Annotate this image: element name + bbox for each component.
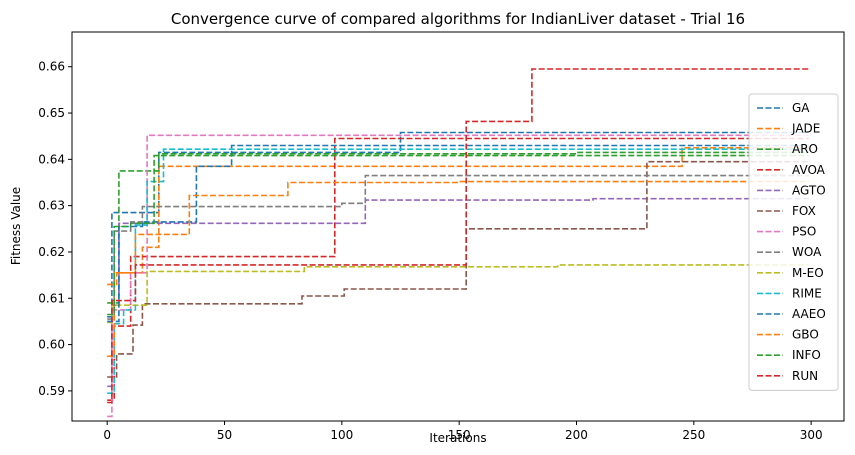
chart-title: Convergence curve of compared algorithms… <box>171 10 745 28</box>
legend-label: RUN <box>792 369 818 383</box>
legend-label: INFO <box>792 348 821 362</box>
legend-label: ARO <box>792 142 818 156</box>
series-line-info <box>107 154 809 316</box>
y-tick-label: 0.64 <box>38 152 65 166</box>
x-tick-label: 300 <box>800 428 823 442</box>
legend-label: JADE <box>791 122 820 136</box>
series-line-m-eo <box>107 264 809 324</box>
legend-label: FOX <box>792 204 816 218</box>
legend-label: AGTO <box>792 183 826 197</box>
legend-label: GA <box>792 101 810 115</box>
y-axis-label: Fitness Value <box>9 187 23 265</box>
x-tick-label: 50 <box>217 428 232 442</box>
legend-label: PSO <box>792 225 816 239</box>
y-tick-label: 0.60 <box>38 338 65 352</box>
series-line-fox <box>107 160 809 378</box>
series-line-run <box>107 68 809 404</box>
legend-label: GBO <box>792 328 819 342</box>
x-tick-label: 100 <box>330 428 353 442</box>
y-tick-label: 0.65 <box>38 106 65 120</box>
x-tick-label: 150 <box>448 428 471 442</box>
series-line-aro <box>107 151 809 304</box>
legend-label: RIME <box>792 286 822 300</box>
legend-label: M-EO <box>792 266 824 280</box>
x-tick-label: 0 <box>103 428 111 442</box>
legend-label: AVOA <box>792 163 826 177</box>
legend-label: WOA <box>792 245 822 259</box>
series-line-pso <box>107 134 809 418</box>
series-line-agto <box>107 197 809 388</box>
plot-lines <box>107 68 809 418</box>
x-tick-label: 200 <box>565 428 588 442</box>
series-line-avoa <box>107 137 809 401</box>
y-tick-label: 0.62 <box>38 245 65 259</box>
y-tick-label: 0.59 <box>38 384 65 398</box>
x-axis-label: Iterations <box>429 431 486 445</box>
y-axis: 0.59 0.60 0.61 0.62 0.63 0.64 0.65 0.66 <box>38 60 72 398</box>
series-line-aaeo <box>107 144 809 323</box>
legend-box <box>748 93 839 391</box>
series-line-woa <box>107 174 809 320</box>
y-tick-label: 0.66 <box>38 60 65 74</box>
x-axis: 0 50 100 150 200 250 300 <box>103 421 823 442</box>
series-line-jade <box>107 147 809 286</box>
y-tick-label: 0.61 <box>38 291 65 305</box>
y-tick-label: 0.63 <box>38 199 65 213</box>
plot-area-frame <box>71 31 845 422</box>
x-tick-label: 250 <box>682 428 705 442</box>
legend: GA JADE ARO AVOA AGTO FOX PSO WOA M-EO RIME AAEO GB… <box>748 93 839 391</box>
legend-label: AAEO <box>792 307 826 321</box>
series-line-gbo <box>107 180 809 357</box>
